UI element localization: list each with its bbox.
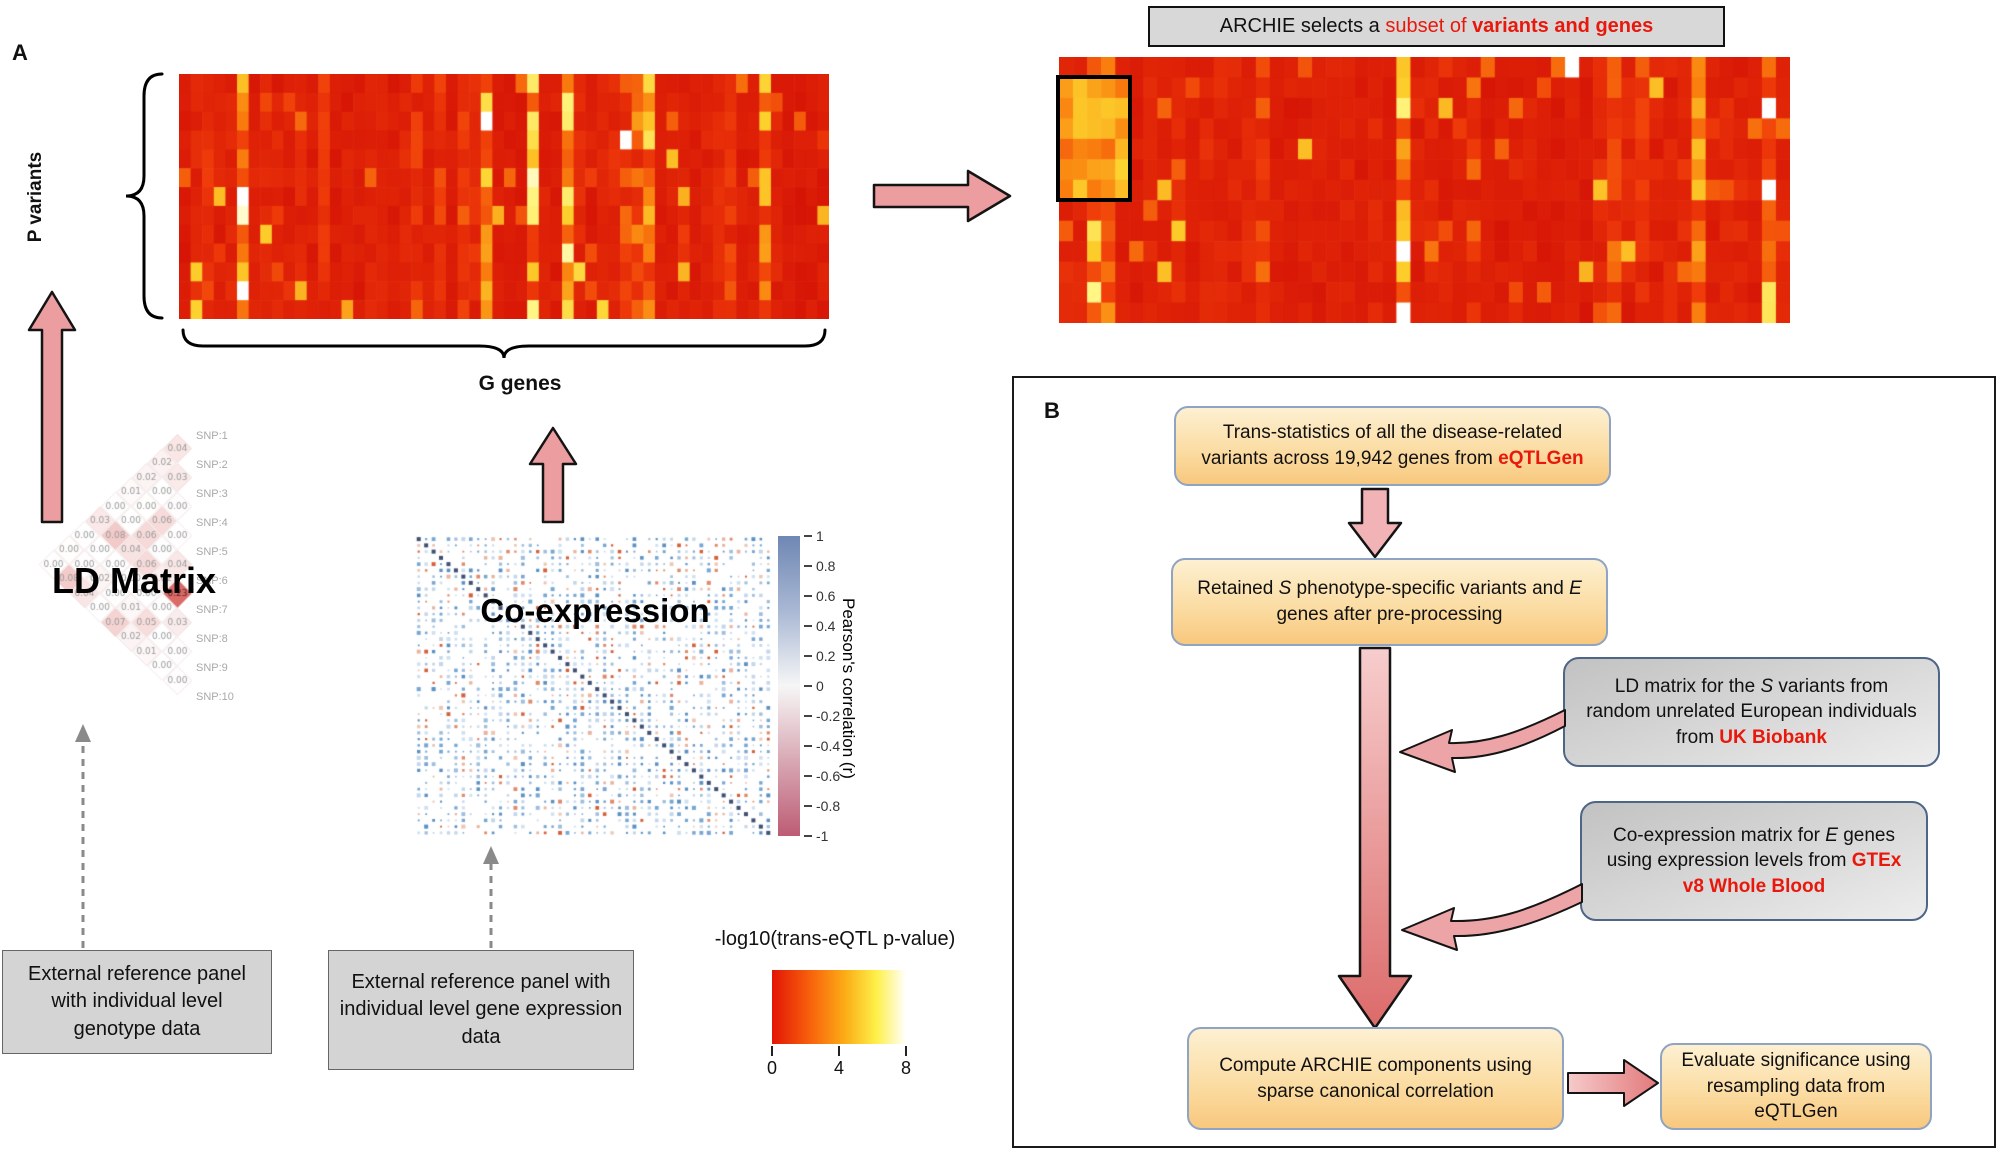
curved-arrow-ld-icon [1399, 709, 1566, 773]
snp-label: SNP:9 [196, 662, 228, 674]
bottom-curly-brace [181, 328, 827, 359]
compute-archie-box: Compute ARCHIE components using sparse c… [1187, 1027, 1564, 1130]
gtex-box: Co-expression matrix for E genes using e… [1580, 801, 1928, 921]
italic-e: E [1569, 578, 1582, 600]
text-segment: genes after pre-processing [1276, 604, 1503, 625]
legend-tick: 0 [767, 1046, 777, 1079]
colorbar-tick: 0.6 [804, 588, 854, 604]
g-genes-label: G genes [478, 372, 562, 395]
uk-biobank-box: LD matrix for the S variants from random… [1563, 657, 1940, 767]
text-segment: Co-expression matrix for [1613, 824, 1826, 846]
italic-e: E [1825, 824, 1838, 846]
pearson-axis-label: Pearson's correlation (r) [838, 548, 858, 828]
snp-label: SNP:8 [196, 633, 228, 645]
arrow-main-flow-icon [1337, 646, 1413, 1030]
panel-b-label: B [1044, 398, 1060, 423]
snp-label: SNP:5 [196, 546, 228, 558]
text-segment: genes using expression levels from [1606, 824, 1895, 872]
arrow-coexp-to-genes-icon [528, 426, 578, 524]
eqtl-legend-title: -log10(trans-eQTL p-value) [714, 928, 956, 950]
pearson-colorbar-ticks: 1 0.8 0.6 0.4 0.2 0 -0.2 -0.4 -0.6 -0.8 -1 [804, 528, 854, 844]
panel-b-frame [1012, 376, 1996, 1148]
colorbar-tick: 0 [804, 678, 854, 694]
text-segment: LD matrix for the [1614, 675, 1761, 697]
colorbar-tick: -0.2 [804, 708, 854, 724]
colorbar-tick: -0.8 [804, 798, 854, 814]
evaluate-text: Evaluate significance using resampling d… [1681, 1050, 1911, 1123]
eqtl-legend-gradient [772, 970, 906, 1044]
evaluate-significance-box: Evaluate significance using resampling d… [1660, 1043, 1932, 1130]
curved-arrow-coexp-icon [1401, 883, 1583, 951]
coexpression-title: Co-expression [480, 592, 710, 629]
p-variants-text: P variants [25, 151, 47, 242]
snp-label: SNP:10 [196, 691, 234, 703]
colorbar-tick: -0.4 [804, 738, 854, 754]
text-segment: phenotype-specific variants and [1291, 578, 1570, 600]
archie-banner: ARCHIE selects a subset of variants and … [1148, 6, 1725, 47]
snp-label: SNP:1 [196, 430, 228, 442]
text-segment: Retained [1197, 578, 1279, 600]
ref-expression-box: External reference panel with individual… [328, 950, 634, 1070]
colorbar-tick: 0.8 [804, 558, 854, 574]
gtex-accent: GTEx v8 Whole Blood [1682, 850, 1902, 897]
snp-label: SNP:4 [196, 517, 228, 529]
snp-label: SNP:3 [196, 488, 228, 500]
snp-label: SNP:6 [196, 575, 228, 587]
trans-statistics-box: Trans-statistics of all the disease-rela… [1174, 406, 1611, 486]
pearson-axis-text: Pearson's correlation (r) [839, 597, 858, 779]
eqtl-legend-ticks: 0 4 8 [767, 1046, 911, 1086]
ref-genotype-box: External reference panel with individual… [2, 950, 272, 1054]
arrow-compute-to-evaluate-icon [1567, 1059, 1659, 1107]
italic-s: S [1760, 675, 1774, 697]
dashed-arrow-genotype-icon [75, 724, 91, 948]
dashed-arrow-expression-icon [483, 846, 499, 948]
p-variants-label: P variants [14, 74, 58, 319]
banner-text-red: subset of [1385, 15, 1473, 37]
colorbar-tick: 1 [804, 528, 854, 544]
banner-text-red-bold: variants and genes [1472, 15, 1654, 37]
eqtlgen-accent: eQTLGen [1498, 448, 1584, 469]
arrow-trans-to-retained-icon [1347, 487, 1403, 559]
selected-subset-box [1056, 75, 1132, 202]
colorbar-tick: -1 [804, 828, 854, 844]
banner-text: ARCHIE selects a [1219, 15, 1386, 37]
ld-matrix-title: LD Matrix [52, 560, 217, 601]
coexpression-matrix-plot [415, 536, 772, 836]
legend-tick: 8 [901, 1046, 911, 1079]
trans-eqtl-heatmap [179, 74, 829, 319]
colorbar-tick: -0.6 [804, 768, 854, 784]
snp-label: SNP:2 [196, 459, 228, 471]
text-segment: variants from random unrelated European … [1586, 675, 1917, 748]
snp-label: SNP:7 [196, 604, 228, 616]
uk-biobank-accent: UK Biobank [1719, 726, 1827, 748]
left-curly-brace [125, 72, 164, 320]
italic-s: S [1278, 578, 1292, 600]
colorbar-tick: 0.2 [804, 648, 854, 664]
legend-tick: 4 [834, 1046, 844, 1079]
panel-a-label: A [12, 40, 28, 65]
arrow-heatmap-to-subset-icon [872, 169, 1012, 223]
colorbar-tick: 0.4 [804, 618, 854, 634]
retained-variants-box: Retained S phenotype-specific variants a… [1171, 558, 1608, 646]
selected-subset-heatmap [1059, 57, 1790, 323]
ld-matrix-plot [8, 418, 223, 718]
compute-text: Compute ARCHIE components using sparse c… [1219, 1054, 1532, 1102]
pearson-colorbar [778, 536, 800, 836]
text-segment: Trans-statistics of all the disease-rela… [1201, 422, 1563, 469]
